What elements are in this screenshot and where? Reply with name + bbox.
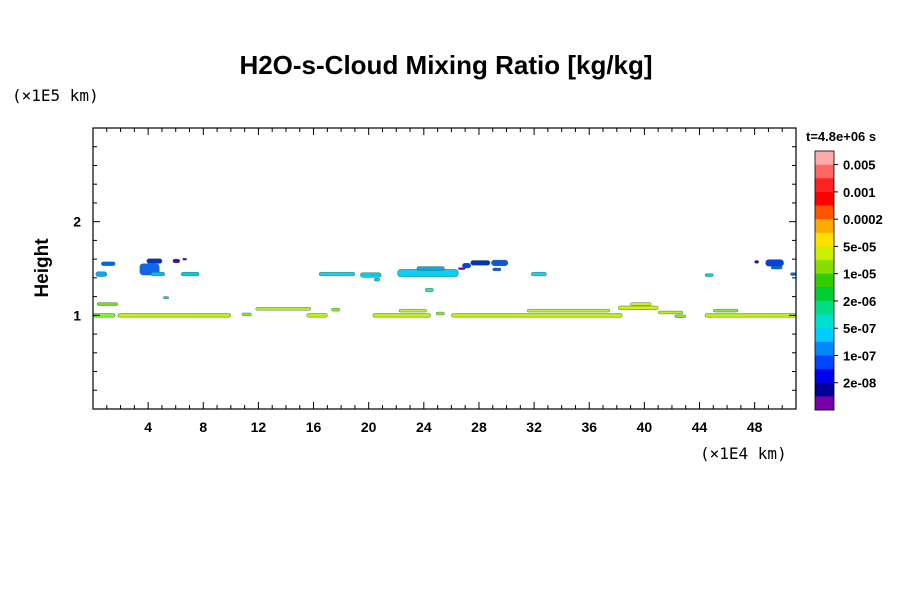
colorbar-label-1: 0.001 [843,185,876,200]
cloud-region-17 [713,309,739,313]
cloud-region-32 [462,263,471,269]
cloud-region-8 [398,309,427,313]
cloud-field [92,258,797,318]
cloud-region-5 [306,313,328,318]
colorbar-swatch-7 [815,246,834,261]
cloud-region-18 [95,271,108,277]
cloud-region-38 [704,273,714,277]
cloud-region-16 [704,313,797,318]
cloud-region-35 [492,267,502,271]
colorbar-label-3: 5e-05 [843,239,876,254]
colorbar-swatch-12 [815,314,834,329]
x-tick-label-24: 24 [416,419,432,435]
cloud-region-25 [180,272,200,277]
x-tick-label-12: 12 [251,419,267,435]
cloud-region-19 [101,261,116,266]
colorbar-swatch-13 [815,328,834,343]
cloud-region-11 [527,309,611,313]
x-tick-label-36: 36 [581,419,597,435]
cloud-region-9 [436,311,445,316]
cloud-region-40 [771,266,783,270]
colorbar-swatch-3 [815,191,834,206]
x-tick-label-48: 48 [747,419,763,435]
y-scale-label: (×1E5 km) [12,86,99,105]
colorbar-label-8: 2e-08 [843,376,876,391]
cloud-region-3 [255,307,311,311]
x-tick-label-16: 16 [306,419,322,435]
colorbar-swatch-17 [815,382,834,397]
cloud-region-36 [458,267,466,270]
x-tick-label-4: 4 [144,419,152,435]
colorbar-label-2: 0.0002 [843,212,883,227]
x-tick-label-8: 8 [199,419,207,435]
cloud-region-27 [360,272,382,278]
cloud-region-13 [630,302,652,306]
colorbar: 0.005 0.001 0.0002 5e-05 1e-05 2e-06 5e-07 1e-0… [814,150,883,411]
colorbar-swatch-10 [815,287,834,302]
chart-title: H2O-s-Cloud Mixing Ratio [kg/kg] [239,50,652,80]
cloud-region-4 [241,312,252,316]
colorbar-swatch-0 [815,151,834,165]
cloud-region-26 [318,272,356,277]
cloud-region-6 [331,308,341,312]
cloud-region-22 [150,272,165,277]
colorbar-label-4: 1e-05 [843,267,876,282]
colorbar-label-7: 1e-07 [843,348,876,363]
cloud-region-42 [790,272,797,276]
colorbar-swatch-5 [815,219,834,234]
cloud-region-30 [416,266,445,271]
cloud-region-28 [374,278,380,282]
colorbar-swatch-9 [815,273,834,288]
cloud-region-21 [146,258,163,264]
colorbar-swatch-6 [815,232,834,247]
cloud-region-23 [172,258,180,264]
colorbar-swatch-1 [815,164,834,179]
cloud-region-15 [674,314,686,318]
x-scale-label: (×1E4 km) [700,444,787,463]
colorbar-swatch-4 [815,205,834,220]
cloud-region-33 [470,260,491,266]
cloud-region-43 [163,296,170,299]
colorbar-swatch-15 [815,355,834,370]
cloud-region-12 [618,305,659,310]
colorbar-label-6: 5e-07 [843,321,876,336]
cloud-region-34 [491,259,509,266]
cloud-region-1 [96,302,118,306]
cloud-region-10 [451,313,623,318]
y-tick-label-1: 1 [73,307,81,323]
plot-frame [92,127,797,410]
x-tick-label-40: 40 [637,419,653,435]
cloud-region-14 [658,310,684,315]
y-axis-label: Height [32,238,53,298]
colorbar-swatch-14 [815,341,834,356]
colorbar-swatch-11 [815,300,834,315]
x-tick-label-20: 20 [361,419,377,435]
time-label: t=4.8e+06 s [806,129,876,144]
colorbar-swatch-18 [815,396,834,411]
cloud-region-29 [397,269,459,278]
colorbar-swatch-2 [815,178,834,193]
cloud-region-37 [531,272,547,277]
y-tick-label-2: 2 [73,214,81,230]
cloud-region-24 [182,258,187,261]
cloud-region-41 [754,260,759,264]
cloud-region-31 [425,288,434,293]
colorbar-label-0: 0.005 [843,158,876,173]
colorbar-label-5: 2e-06 [843,294,876,309]
colorbar-frame [814,150,835,411]
x-tick-label-32: 32 [526,419,542,435]
cloud-region-39 [765,259,784,267]
colorbar-swatch-16 [815,369,834,384]
colorbar-swatch-8 [815,260,834,274]
x-tick-label-28: 28 [471,419,487,435]
x-tick-label-44: 44 [692,419,708,435]
cloud-region-2 [117,313,232,318]
cloud-region-7 [372,313,431,318]
